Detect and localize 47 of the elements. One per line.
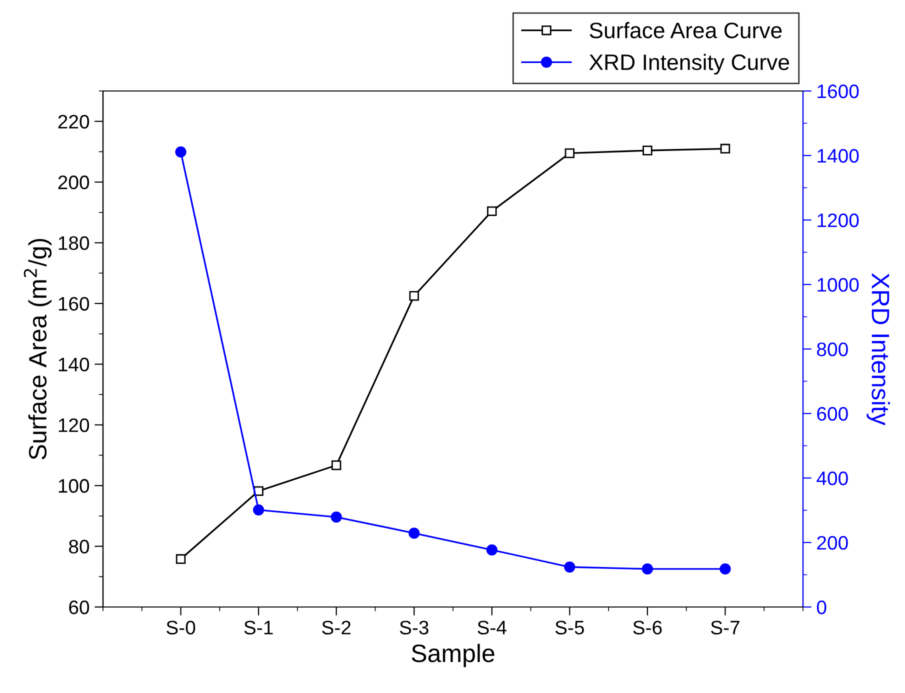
point xyxy=(409,291,419,301)
point xyxy=(487,206,497,216)
point xyxy=(175,146,186,158)
x-tick-label: S-2 xyxy=(322,620,350,634)
y-tick-label: 180 xyxy=(58,236,90,250)
y-tick-label: 220 xyxy=(58,114,90,129)
y-axis-title: Surface Area (m$^{2}$/g) xyxy=(24,238,52,460)
y-tick-label: 200 xyxy=(58,176,90,190)
y2-tick-label: 1600 xyxy=(818,84,859,98)
point xyxy=(486,544,498,556)
point xyxy=(642,146,652,156)
point xyxy=(330,511,342,523)
x-tick-label: S-0 xyxy=(166,620,196,634)
y2-tick-label: 0 xyxy=(816,600,826,614)
y-tick-label: 160 xyxy=(58,296,90,311)
point xyxy=(408,528,420,539)
point xyxy=(254,486,264,496)
y2-tick-label: 400 xyxy=(816,471,848,486)
point xyxy=(720,563,731,574)
y2-tick-label: 1400 xyxy=(818,148,859,163)
legend-label: Surface Area Curve xyxy=(590,22,782,38)
y2-tick-label: 600 xyxy=(817,406,848,421)
x-axis-title: Sample xyxy=(412,644,494,668)
x-tick-label: S-7 xyxy=(710,620,740,634)
point xyxy=(642,563,653,574)
y-tick-label: 120 xyxy=(58,418,90,432)
y2-axis-title: XRD Intensity xyxy=(866,273,890,426)
legend-label: XRD Intensity Curve xyxy=(589,54,790,75)
y2-tick-label: 800 xyxy=(817,342,848,356)
x-tick-label: S-1 xyxy=(244,620,273,634)
y-tick-label: 100 xyxy=(58,479,90,493)
x-tick-label: S-3 xyxy=(400,620,428,634)
point xyxy=(331,460,342,470)
point xyxy=(253,504,264,516)
y-tick-label: 60 xyxy=(69,600,90,614)
point xyxy=(564,561,576,573)
y2-tick-label: 1000 xyxy=(818,278,859,292)
point xyxy=(720,144,730,154)
y-tick-label: 140 xyxy=(58,358,90,372)
y-tick-label: 80 xyxy=(69,540,90,554)
x-tick-label: S-6 xyxy=(633,620,662,634)
x-tick-label: S-4 xyxy=(478,620,506,634)
y2-tick-label: 1200 xyxy=(818,213,859,228)
y2-tick-label: 200 xyxy=(817,536,848,550)
point xyxy=(564,148,575,158)
point xyxy=(176,554,186,564)
x-tick-label: S-5 xyxy=(555,620,584,634)
